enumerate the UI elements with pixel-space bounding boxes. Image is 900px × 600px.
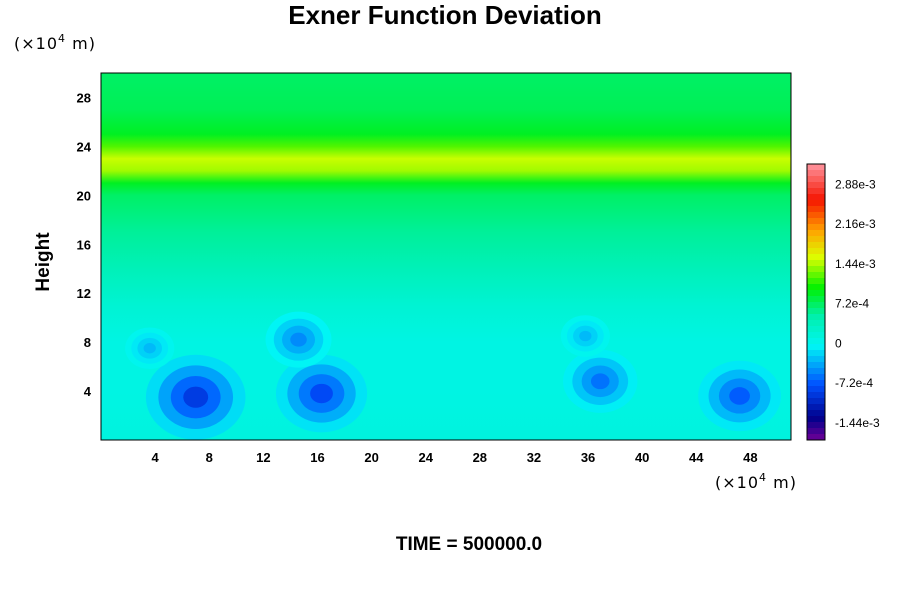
x-tick-label: 20 — [364, 450, 378, 465]
colorbar-band — [807, 266, 825, 273]
x-tick-label: 44 — [689, 450, 704, 465]
y-tick-label: 24 — [77, 139, 92, 154]
colorbar-band — [807, 176, 825, 183]
colorbar-band — [807, 296, 825, 303]
colorbar-tick-label: 1.44e-3 — [835, 257, 876, 271]
x-tick-label: 16 — [310, 450, 324, 465]
x-axis-unit: (×104 m) — [715, 471, 797, 492]
y-tick-label: 20 — [77, 188, 91, 203]
anomaly-3-ring-3 — [729, 387, 750, 405]
x-tick-label: 12 — [256, 450, 270, 465]
anomaly-layer — [125, 311, 781, 440]
x-tick-label: 48 — [743, 450, 757, 465]
y-tick-label: 4 — [84, 384, 92, 399]
colorbar-tick-label: 0 — [835, 336, 842, 350]
colorbar-band — [807, 410, 825, 417]
colorbar-tick-label: -1.44e-3 — [835, 416, 880, 430]
colorbar-band — [807, 308, 825, 315]
time-label: TIME = 500000.0 — [396, 534, 542, 555]
anomaly-2-ring-3 — [590, 373, 610, 390]
chart-title: Exner Function Deviation — [288, 0, 602, 30]
plot-area — [101, 73, 791, 440]
colorbar-labels: 2.88e-3 2.16e-3 1.44e-3 7.2e-4 0 -7.2e-4 -1.44… — [835, 177, 880, 429]
y-axis-ticks: 4 8 12 16 20 24 28 — [77, 90, 92, 399]
colorbar-band — [807, 248, 825, 255]
plot-frame — [100, 72, 792, 441]
x-tick-label: 4 — [152, 450, 160, 465]
anomaly-6-ring-3 — [579, 330, 592, 342]
colorbar-band — [807, 386, 825, 393]
colorbar-band — [807, 182, 825, 189]
colorbar-band — [807, 326, 825, 333]
colorbar-band — [807, 170, 825, 177]
anomaly-0-ring-3 — [183, 386, 209, 408]
y-axis-unit: (×104 m) — [14, 32, 96, 53]
colorbar-band — [807, 404, 825, 411]
colorbar-band — [807, 230, 825, 237]
x-tick-label: 28 — [473, 450, 487, 465]
y-tick-label: 28 — [77, 90, 91, 105]
colorbar-band — [807, 362, 825, 369]
anomaly-4-ring-3 — [143, 343, 156, 354]
colorbar-band — [807, 350, 825, 357]
colorbar-band — [807, 164, 825, 171]
colorbar-band — [807, 236, 825, 243]
colorbar-band — [807, 302, 825, 309]
colorbar-band — [807, 218, 825, 225]
colorbar-band — [807, 416, 825, 423]
colorbar-tick-label: -7.2e-4 — [835, 376, 873, 390]
colorbar-band — [807, 320, 825, 327]
colorbar-band — [807, 188, 825, 195]
x-tick-label: 40 — [635, 450, 649, 465]
colorbar-band — [807, 272, 825, 279]
colorbar — [806, 163, 826, 441]
colorbar-band — [807, 368, 825, 375]
colorbar-band — [807, 428, 825, 435]
colorbar-band — [807, 314, 825, 321]
colorbar-band — [807, 290, 825, 297]
x-tick-label: 8 — [206, 450, 213, 465]
x-axis-ticks: 4 8 12 16 20 24 28 32 36 40 44 48 — [152, 450, 758, 465]
colorbar-band — [807, 212, 825, 219]
colorbar-band — [807, 398, 825, 405]
colorbar-band — [807, 422, 825, 429]
anomaly-5-ring-3 — [290, 332, 307, 347]
colorbar-band — [807, 278, 825, 285]
y-tick-label: 16 — [77, 237, 91, 252]
y-axis-label: Height — [33, 232, 54, 292]
colorbar-tick-label: 2.16e-3 — [835, 217, 876, 231]
anomaly-1-ring-3 — [310, 383, 333, 404]
colorbar-band — [807, 332, 825, 339]
colorbar-frame — [806, 163, 826, 441]
colorbar-band — [807, 392, 825, 399]
colorbar-tick-label: 2.88e-3 — [835, 177, 876, 191]
colorbar-band — [807, 338, 825, 345]
colorbar-tick-label: 7.2e-4 — [835, 297, 869, 311]
x-tick-label: 24 — [418, 450, 433, 465]
colorbar-band — [807, 374, 825, 381]
colorbar-band — [807, 356, 825, 363]
colorbar-band — [807, 344, 825, 351]
x-tick-label: 32 — [527, 450, 541, 465]
colorbar-band — [807, 224, 825, 231]
colorbar-band — [807, 254, 825, 261]
colorbar-band — [807, 284, 825, 291]
colorbar-band — [807, 260, 825, 267]
colorbar-band — [807, 434, 825, 441]
y-tick-label: 8 — [84, 335, 91, 350]
colorbar-band — [807, 206, 825, 213]
colorbar-band — [807, 242, 825, 249]
y-tick-label: 12 — [77, 286, 91, 301]
colorbar-band — [807, 194, 825, 201]
colorbar-band — [807, 200, 825, 207]
x-tick-label: 36 — [581, 450, 595, 465]
colorbar-band — [807, 380, 825, 387]
